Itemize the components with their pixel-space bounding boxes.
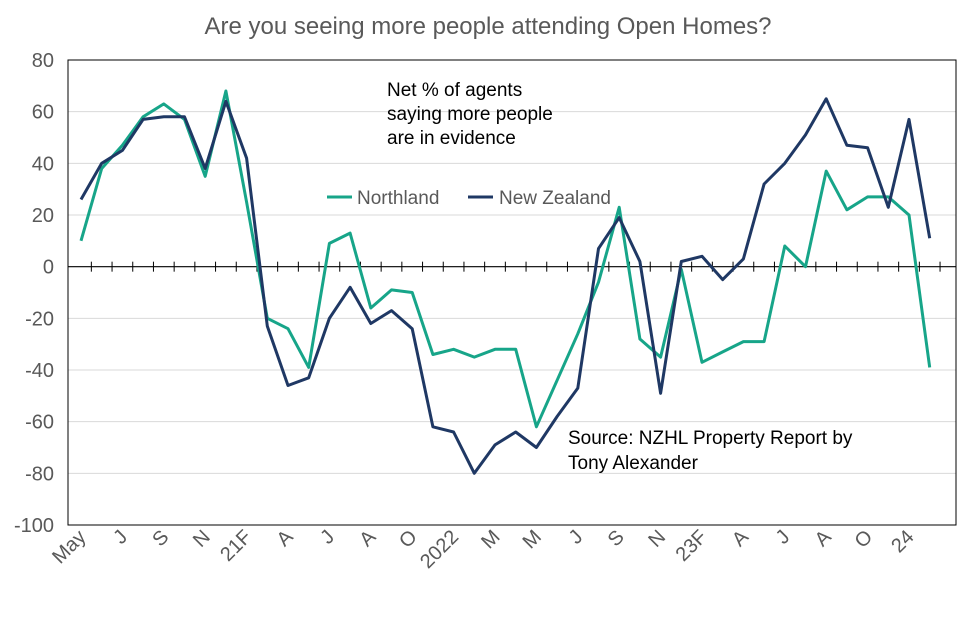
x-tick-label: N [644,526,670,552]
x-tick-label: O [395,526,422,553]
source-line-2: Tony Alexander [568,453,699,474]
y-tick-label: 80 [32,50,54,72]
series-line-new-zealand [79,97,932,475]
x-tick-label: N [189,526,215,552]
series-lines [79,89,932,475]
source-line-1: Source: NZHL Property Report by [568,428,853,449]
x-tick-label: J [316,526,339,549]
x-tick-label: 2022 [416,526,463,573]
y-tick-label: 60 [32,102,54,124]
legend-label-new-zealand: New Zealand [499,188,611,209]
x-tick-label: A [728,526,753,551]
y-tick-label: -20 [25,308,54,330]
y-tick-label: -40 [25,360,54,382]
x-tick-label: J [109,526,132,549]
annotation-line-1: Net % of agents [387,80,522,101]
x-tick-label: M [519,526,546,553]
y-tick-label: -100 [14,515,54,537]
plot-area-border [67,59,957,526]
x-axis-zero-line [68,261,956,272]
y-axis-tick-labels: 80 60 40 20 0 -20 -40 -60 -80 -100 [14,50,54,537]
legend: Northland New Zealand [327,188,611,209]
x-tick-label: A [355,526,380,551]
x-tick-label: 21F [216,526,256,566]
chart-title: Are you seeing more people attending Ope… [204,13,771,40]
x-tick-label: S [604,526,629,551]
y-tick-label: -60 [25,412,54,434]
x-tick-label: M [477,526,504,553]
y-tick-label: 20 [32,205,54,227]
annotation-line-2: saying more people [387,104,553,125]
x-tick-label: A [811,526,836,551]
series-line-northland [79,89,932,429]
x-tick-label: 24 [887,526,918,557]
x-tick-label: 23F [672,526,712,566]
x-tick-label: O [851,526,878,553]
y-tick-label: 40 [32,153,54,175]
annotation-line-3: are in evidence [387,128,516,149]
x-tick-label: May [48,526,90,568]
y-tick-label: -80 [25,463,54,485]
x-tick-label: J [772,526,795,549]
x-tick-label: S [148,526,173,551]
y-tick-label: 0 [43,257,54,279]
x-tick-label: J [565,526,588,549]
x-tick-label: A [273,526,298,551]
legend-label-northland: Northland [357,188,439,209]
